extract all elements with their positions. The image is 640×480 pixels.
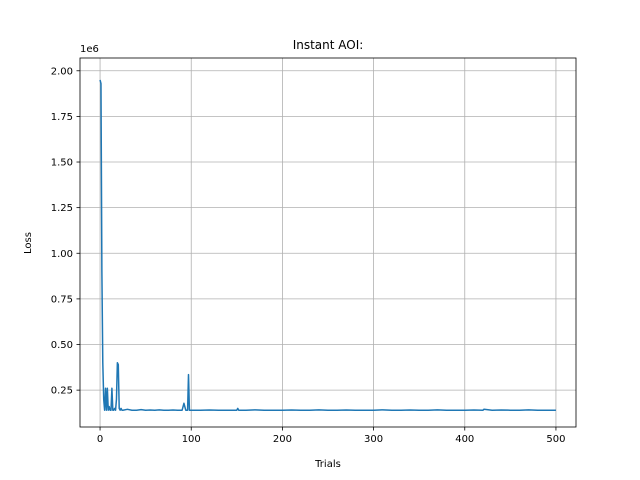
x-tick-label: 200: [273, 434, 292, 445]
y-tick-label: 0.25: [51, 386, 73, 397]
y-tick-label: 0.50: [51, 340, 73, 351]
y-tick-label: 1.50: [51, 158, 73, 169]
x-tick-label: 500: [546, 434, 565, 445]
y-axis-multiplier: 1e6: [80, 44, 99, 55]
axes-frame: [79, 57, 577, 428]
y-axis-label: Loss: [23, 232, 34, 254]
grid: [80, 58, 576, 427]
series-line-0: [99, 79, 556, 411]
y-tick-label: 2.00: [51, 66, 73, 77]
x-tick-label: 400: [455, 434, 474, 445]
x-tick-label: 100: [182, 434, 201, 445]
chart-title: Instant AOI:: [293, 38, 364, 52]
y-axis-ticks: 0.25 0.50 0.75 1.00 1.25 1.50 1.75 2.00: [51, 66, 80, 397]
x-axis-ticks: 0 100 200 300 400 500: [97, 427, 565, 445]
y-tick-label: 0.75: [51, 294, 73, 305]
y-tick-label: 1.00: [51, 249, 73, 260]
y-tick-label: 1.25: [51, 203, 73, 214]
x-tick-label: 300: [364, 434, 383, 445]
x-tick-label: 0: [97, 434, 103, 445]
x-axis-label: Trials: [314, 459, 341, 470]
series-layer: [99, 79, 556, 411]
y-tick-label: 1.75: [51, 112, 73, 123]
